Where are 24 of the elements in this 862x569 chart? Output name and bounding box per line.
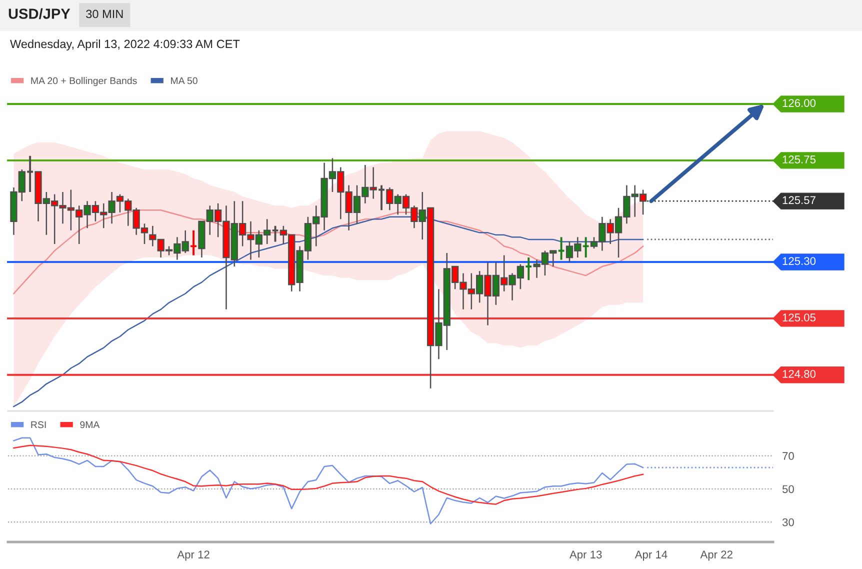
x-tick-label: Apr 14 [634,550,668,561]
ref-line-label: 126.00 [782,99,816,107]
ref-line-label: 125.75 [782,156,816,164]
x-tick-label: Apr 22 [700,550,732,561]
y-tick-label: 50 [782,485,794,494]
y-tick-label: 30 [782,518,794,526]
legend-label: MA 20 + Bollinger Bands [31,77,137,86]
chart-title: USD/JPY [8,8,70,20]
ref-line-label: 125.05 [782,314,816,322]
legend-label: MA 50 [171,77,198,84]
ref-line-label: 125.57 [782,196,816,204]
legend-label: RSI [31,421,46,428]
ref-line-label: 124.80 [782,370,816,378]
x-tick-label: Apr 12 [177,550,210,561]
candlestick [271,224,280,243]
line-series [13,444,644,505]
line-series [13,437,644,524]
candlestick [190,229,198,256]
legend-label: 9MA [80,421,100,428]
text: 30 MIN [86,10,123,18]
ref-line-label: 125.30 [782,257,816,265]
x-tick-label: Apr 13 [569,550,602,561]
chart-subtitle: Wednesday, April 13, 2022 4:09:33 AM CET [10,40,240,51]
y-tick-label: 70 [782,452,794,460]
